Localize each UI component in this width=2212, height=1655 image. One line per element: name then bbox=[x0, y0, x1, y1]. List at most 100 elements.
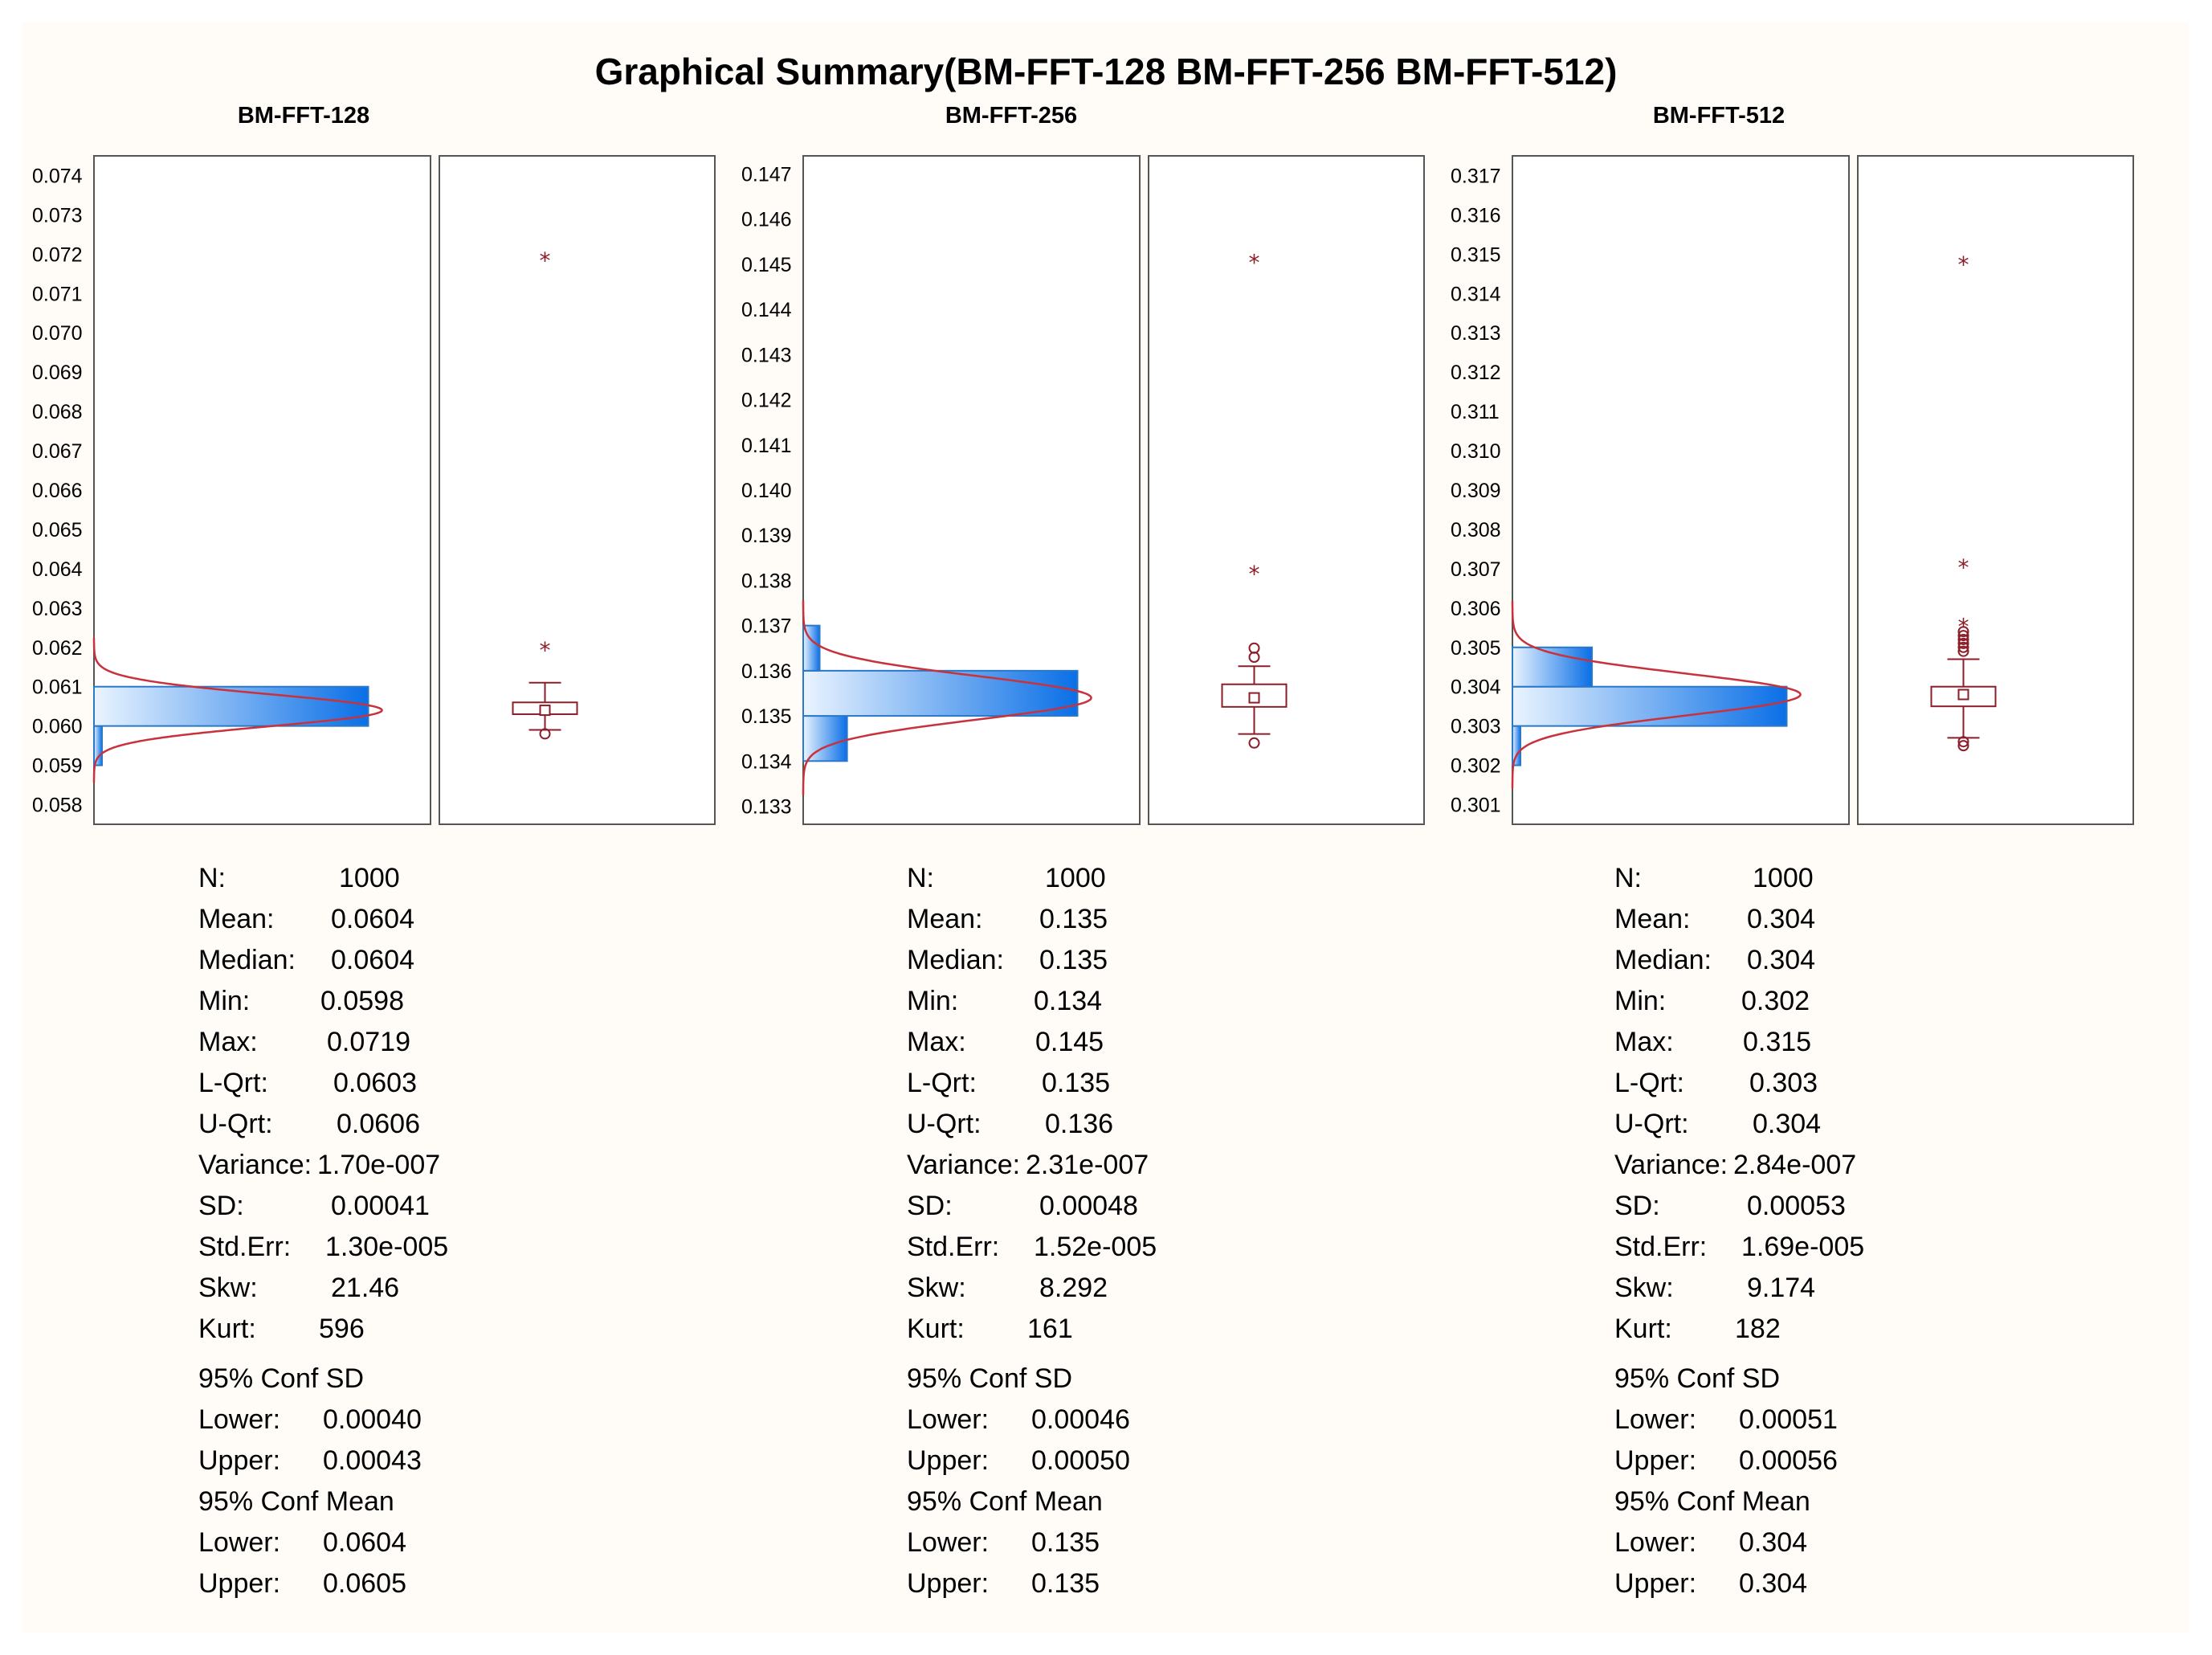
stat-value: 0.135 bbox=[1031, 1568, 1100, 1599]
stat-label: Median: bbox=[198, 945, 296, 975]
y-tick-label: 0.073 bbox=[32, 204, 83, 227]
y-tick-label: 0.139 bbox=[741, 525, 792, 547]
stat-label: Median: bbox=[907, 945, 1004, 975]
stat-label: Skw: bbox=[907, 1273, 966, 1303]
stat-value: 0.135 bbox=[1039, 945, 1108, 975]
stat-label: L-Qrt: bbox=[907, 1068, 977, 1098]
stat-value: 21.46 bbox=[331, 1273, 400, 1303]
stat-label: Lower: bbox=[198, 1527, 281, 1558]
stat-label: Std.Err: bbox=[907, 1232, 1000, 1262]
y-tick-label: 0.062 bbox=[32, 637, 83, 660]
y-tick-label: 0.067 bbox=[32, 440, 83, 463]
y-tick-label: 0.133 bbox=[741, 796, 792, 819]
stat-label: Median: bbox=[1614, 945, 1712, 975]
stat-value: 161 bbox=[1027, 1314, 1073, 1344]
stat-value: 0.304 bbox=[1747, 904, 1816, 934]
stat-value: 0.304 bbox=[1739, 1568, 1808, 1599]
boxplot-extreme-outlier: * bbox=[1958, 554, 1969, 581]
histogram-bar bbox=[802, 715, 848, 762]
stat-value: 0.303 bbox=[1749, 1068, 1818, 1098]
stat-label: Min: bbox=[1614, 986, 1667, 1016]
stat-label: Max: bbox=[907, 1027, 966, 1057]
stat-value: 0.0604 bbox=[331, 945, 414, 975]
histogram-bar bbox=[802, 669, 1079, 717]
y-tick-label: 0.142 bbox=[741, 390, 792, 412]
stat-value: 1000 bbox=[1045, 863, 1106, 893]
stat-label: Upper: bbox=[1614, 1445, 1697, 1476]
charts-area: 0.074 0.073 0.072 0.071 0.070 0.069 0.068 0.067… bbox=[32, 155, 2134, 825]
y-tick-label: 0.145 bbox=[741, 254, 792, 276]
y-tick-label: 0.310 bbox=[1451, 440, 1501, 463]
stat-label: Lower: bbox=[1614, 1404, 1697, 1435]
stat-value: 0.0606 bbox=[337, 1109, 420, 1139]
stat-value: 9.174 bbox=[1747, 1273, 1816, 1303]
normal-fit-curve bbox=[802, 600, 1092, 795]
normal-fit-curve bbox=[1511, 600, 1802, 789]
y-tick-label: 0.306 bbox=[1451, 598, 1501, 620]
y-tick-label: 0.061 bbox=[32, 676, 83, 699]
stat-value: 0.302 bbox=[1741, 986, 1810, 1016]
y-tick-label: 0.308 bbox=[1451, 519, 1501, 541]
y-tick-label: 0.307 bbox=[1451, 558, 1501, 581]
y-tick-label: 0.063 bbox=[32, 598, 83, 620]
y-tick-label: 0.070 bbox=[32, 322, 83, 345]
page-title: Graphical Summary(BM-FFT-128 BM-FFT-256 … bbox=[594, 51, 1618, 92]
stat-value: 1000 bbox=[339, 863, 400, 893]
y-tick-label: 0.301 bbox=[1451, 795, 1501, 817]
y-tick-label: 0.065 bbox=[32, 519, 83, 541]
stat-value: 0.135 bbox=[1031, 1527, 1100, 1558]
stat-label: U-Qrt: bbox=[907, 1109, 982, 1139]
stat-label: Upper: bbox=[198, 1445, 281, 1476]
y-tick-label: 0.060 bbox=[32, 716, 83, 738]
stat-value: 0.00041 bbox=[331, 1191, 430, 1221]
stat-label: Mean: bbox=[907, 904, 983, 934]
y-tick-label: 0.137 bbox=[741, 615, 792, 638]
boxplot-frame bbox=[439, 155, 716, 825]
y-tick-label: 0.136 bbox=[741, 660, 792, 683]
y-tick-label: 0.141 bbox=[741, 435, 792, 457]
stat-label: Min: bbox=[907, 986, 959, 1016]
stat-label: Skw: bbox=[1614, 1273, 1674, 1303]
stat-label: Lower: bbox=[907, 1404, 990, 1435]
stat-label: N: bbox=[198, 863, 226, 893]
stat-value: 0.0603 bbox=[333, 1068, 417, 1098]
stat-label: SD: bbox=[198, 1191, 244, 1221]
stat-value: 596 bbox=[319, 1314, 365, 1344]
y-tick-label: 0.317 bbox=[1451, 165, 1501, 187]
boxplot-extreme-outlier: * bbox=[1958, 251, 1969, 278]
y-tick-label: 0.058 bbox=[32, 795, 83, 817]
y-tick-label: 0.059 bbox=[32, 755, 83, 778]
stat-label: Kurt: bbox=[907, 1314, 965, 1344]
stat-label: Kurt: bbox=[198, 1314, 256, 1344]
boxplot-extreme-outlier: * bbox=[1958, 613, 1969, 640]
stat-label: Max: bbox=[198, 1027, 258, 1057]
histogram-bar bbox=[93, 685, 369, 727]
stat-label: Kurt: bbox=[1614, 1314, 1672, 1344]
column-title-fft256: BM-FFT-256 bbox=[945, 103, 1078, 129]
y-tick-label: 0.064 bbox=[32, 558, 83, 581]
stat-label: Lower: bbox=[1614, 1527, 1697, 1558]
stat-value: 1000 bbox=[1753, 863, 1814, 893]
stat-value: 2.84e-007 bbox=[1733, 1150, 1857, 1180]
stat-value: 0.135 bbox=[1042, 1068, 1111, 1098]
stat-value: 0.00040 bbox=[323, 1404, 422, 1435]
stat-value: 0.00056 bbox=[1739, 1445, 1838, 1476]
y-tick-label: 0.072 bbox=[32, 243, 83, 266]
stat-value: 0.145 bbox=[1035, 1027, 1104, 1057]
stat-label: Variance: bbox=[198, 1150, 312, 1180]
boxplot-mild-outlier bbox=[1957, 740, 1969, 752]
y-tick-label: 0.071 bbox=[32, 283, 83, 305]
stat-value: 1.70e-007 bbox=[317, 1150, 441, 1180]
histogram-bar bbox=[93, 725, 103, 766]
boxplot-extreme-outlier: * bbox=[540, 247, 551, 274]
stat-value: 0.315 bbox=[1743, 1027, 1812, 1057]
stat-value: 2.31e-007 bbox=[1026, 1150, 1149, 1180]
stat-label: Upper: bbox=[198, 1568, 281, 1599]
y-tick-label: 0.303 bbox=[1451, 716, 1501, 738]
stat-label: U-Qrt: bbox=[198, 1109, 273, 1139]
column-title-fft512: BM-FFT-512 bbox=[1652, 103, 1786, 129]
y-tick-label: 0.302 bbox=[1451, 755, 1501, 778]
stat-value: 1.52e-005 bbox=[1034, 1232, 1157, 1262]
stat-label: 95% Conf SD bbox=[907, 1363, 1072, 1394]
boxplot-mild-outlier bbox=[1957, 645, 1969, 657]
